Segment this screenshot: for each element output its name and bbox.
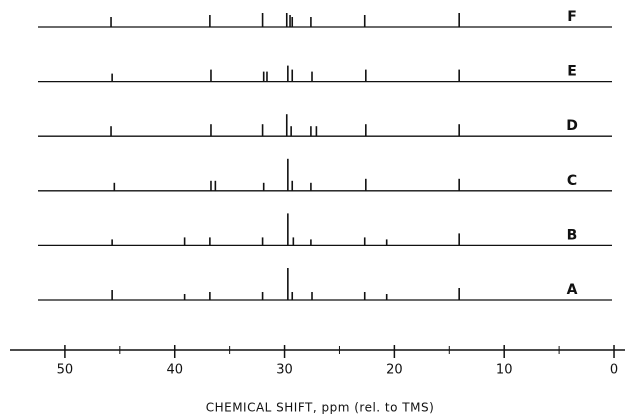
x-tick-label: 40 (166, 363, 183, 378)
trace-label: A (567, 282, 578, 298)
trace-label: D (566, 118, 578, 134)
x-tick-label: 20 (386, 363, 403, 378)
trace-label: C (567, 173, 577, 189)
trace-label: B (567, 227, 578, 243)
x-tick-label: 0 (610, 363, 618, 378)
trace-label: F (567, 9, 577, 25)
x-axis-title: CHEMICAL SHIFT, ppm (rel. to TMS) (206, 401, 435, 415)
x-tick-label: 10 (496, 363, 513, 378)
x-tick-label: 50 (57, 363, 74, 378)
x-tick-label: 30 (276, 363, 293, 378)
trace-label: E (567, 64, 577, 80)
